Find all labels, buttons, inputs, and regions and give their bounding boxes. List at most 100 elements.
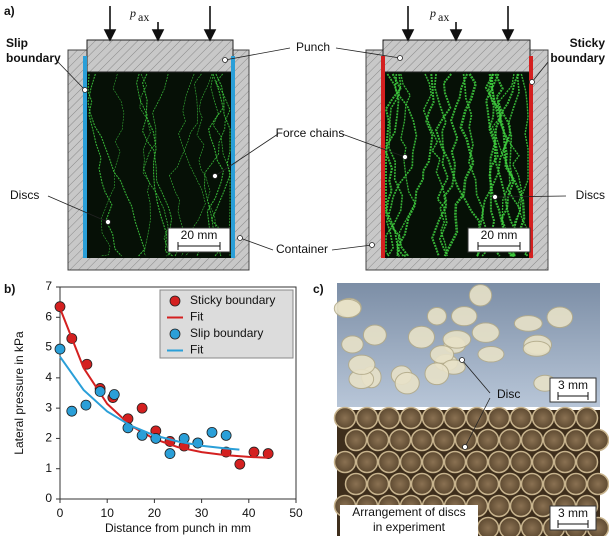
- disc: [368, 430, 389, 451]
- disc: [533, 408, 554, 429]
- data-point: [95, 386, 105, 396]
- disc: [456, 474, 477, 495]
- disc: [555, 408, 576, 429]
- data-point: [137, 403, 147, 413]
- disc: [489, 452, 510, 473]
- disc: [334, 299, 361, 317]
- disc: [451, 307, 476, 326]
- disc: [349, 355, 375, 374]
- disc: [588, 474, 609, 495]
- container-label: Container: [276, 242, 328, 256]
- load-arrows: [105, 6, 513, 40]
- disc: [577, 408, 598, 429]
- disc: [445, 452, 466, 473]
- disc: [357, 452, 378, 473]
- discs-label: Discs: [576, 188, 605, 202]
- disc: [445, 408, 466, 429]
- y-tick-label: 0: [45, 491, 52, 505]
- load-symbol: p: [129, 6, 136, 20]
- disc: [511, 408, 532, 429]
- disc: [478, 518, 499, 536]
- data-point: [235, 459, 245, 469]
- load-subscript: ax: [138, 10, 149, 24]
- disc: [544, 430, 565, 451]
- disc: [408, 326, 434, 348]
- data-point: [249, 447, 259, 457]
- disc: [434, 474, 455, 495]
- legend-swatch: [170, 329, 180, 339]
- y-tick-label: 5: [45, 340, 52, 354]
- load-symbol: p: [429, 6, 436, 20]
- x-tick-label: 10: [101, 506, 115, 520]
- x-tick-label: 30: [195, 506, 209, 520]
- disc: [379, 408, 400, 429]
- panel-label: a): [4, 4, 15, 18]
- disc: [401, 452, 422, 473]
- y-tick-label: 1: [45, 461, 52, 475]
- punch: [87, 40, 233, 72]
- disc: [577, 452, 598, 473]
- y-axis-label: Lateral pressure in kPa: [12, 331, 26, 455]
- panel-c: c) Disc 3 mm 3 mm Arrangement of discs i…: [313, 282, 609, 536]
- disc: [566, 430, 587, 451]
- x-tick-label: 40: [242, 506, 256, 520]
- disc: [363, 325, 386, 345]
- scale-label: 20 mm: [181, 228, 218, 242]
- data-point: [207, 427, 217, 437]
- disc: [588, 430, 609, 451]
- disc: [346, 474, 367, 495]
- disc: [467, 452, 488, 473]
- y-tick-label: 3: [45, 400, 52, 414]
- disc: [467, 408, 488, 429]
- disc: [547, 307, 573, 328]
- legend-label: Sticky boundary: [190, 293, 275, 307]
- disc: [423, 452, 444, 473]
- disc: [478, 346, 504, 362]
- disc: [425, 363, 449, 385]
- disc: [427, 307, 446, 324]
- panel-a: a) p ax p ax Punc: [4, 4, 605, 270]
- disc: [489, 496, 510, 517]
- disc: [500, 518, 521, 536]
- panel-label: b): [4, 282, 15, 296]
- disc: [346, 430, 367, 451]
- disc: [368, 474, 389, 495]
- disc-label: Disc: [497, 387, 520, 401]
- figure: a) p ax p ax Punc: [0, 0, 609, 536]
- disc: [523, 341, 550, 356]
- legend-label: Fit: [190, 343, 204, 357]
- load-subscript: ax: [438, 10, 449, 24]
- disc: [511, 496, 532, 517]
- disc: [511, 452, 532, 473]
- y-tick-label: 2: [45, 431, 52, 445]
- x-tick-label: 0: [57, 506, 64, 520]
- boundary-label: boundary: [550, 51, 605, 65]
- disc: [478, 474, 499, 495]
- disc: [522, 518, 543, 536]
- data-point: [109, 390, 119, 400]
- boundary-label: boundary: [6, 51, 61, 65]
- disc: [500, 474, 521, 495]
- y-tick-label: 7: [45, 279, 52, 293]
- disc: [379, 452, 400, 473]
- boundary-label: Slip: [6, 36, 28, 50]
- data-point: [81, 400, 91, 410]
- y-tick-label: 4: [45, 370, 52, 384]
- data-point: [55, 344, 65, 354]
- disc: [489, 408, 510, 429]
- data-point: [165, 449, 175, 459]
- data-point: [67, 406, 77, 416]
- x-tick-label: 50: [289, 506, 303, 520]
- disc: [522, 474, 543, 495]
- force-chains-label: Force chains: [276, 126, 345, 140]
- disc: [412, 474, 433, 495]
- caption: in experiment: [373, 520, 446, 534]
- disc: [335, 408, 356, 429]
- disc: [522, 430, 543, 451]
- scale-label: 3 mm: [558, 378, 588, 392]
- scale-label: 20 mm: [481, 228, 518, 242]
- panel-b: b) Lateral pressure in kPa Distance from…: [4, 279, 303, 535]
- disc: [423, 408, 444, 429]
- disc: [401, 408, 422, 429]
- disc: [500, 430, 521, 451]
